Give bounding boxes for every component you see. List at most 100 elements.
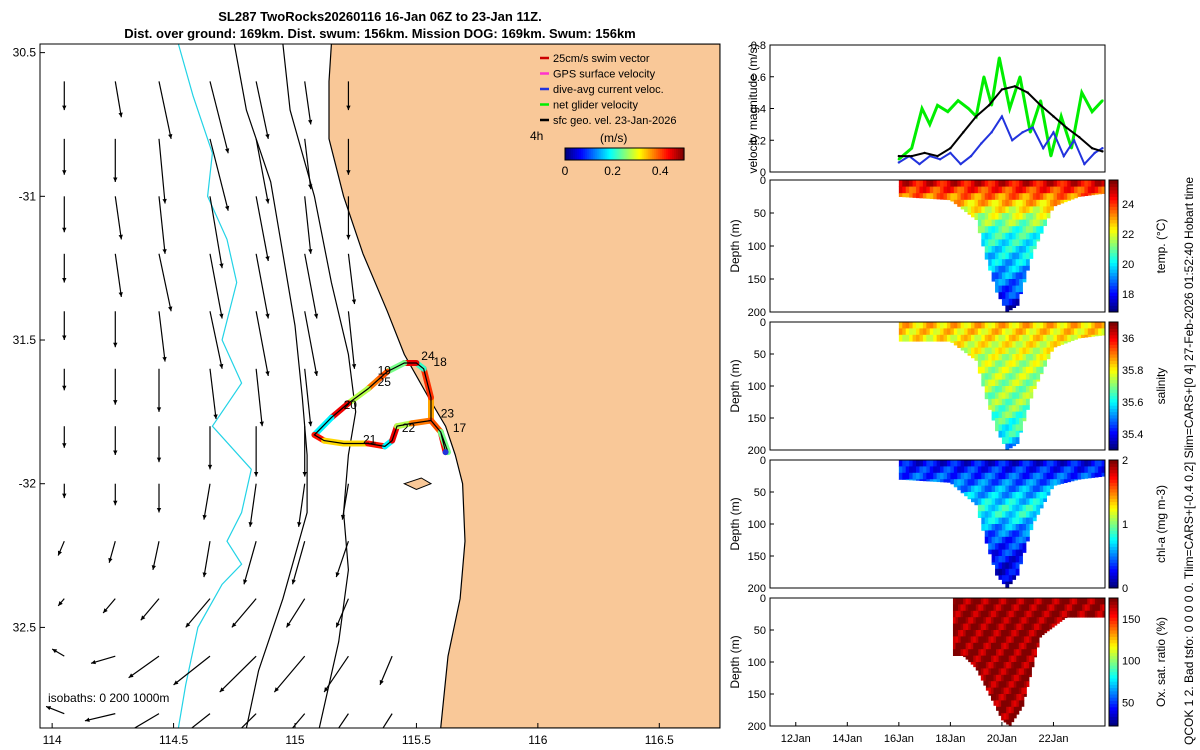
section-cell: [1019, 193, 1023, 201]
section-cell: [998, 328, 1003, 336]
geo-velocity-vector: [108, 541, 116, 563]
section-cell: [1021, 674, 1025, 682]
vector-head: [265, 198, 270, 204]
vector-shaft: [304, 311, 318, 377]
velocity-point: [1039, 104, 1042, 107]
section-cell: [1005, 411, 1010, 419]
section-cell: [963, 604, 967, 612]
section-cell: [988, 604, 992, 612]
vector-shaft: [291, 541, 306, 585]
section-cell: [1008, 341, 1013, 348]
section-cell: [991, 334, 996, 342]
section-cell: [960, 466, 965, 474]
section-cell: [1051, 623, 1055, 628]
section-cell: [998, 219, 1003, 227]
section-colorbar-step: [1109, 213, 1118, 217]
section-cell: [916, 460, 920, 467]
section-cell: [1021, 655, 1025, 663]
vector-shaft: [341, 483, 350, 520]
section-cell: [1019, 530, 1023, 538]
section-cell: [965, 655, 969, 660]
colorbar-step: [594, 148, 598, 160]
section-cell: [985, 662, 989, 669]
section-cell: [1056, 341, 1061, 347]
section-cell: [995, 418, 999, 425]
section-cell: [998, 630, 1002, 637]
section-cell: [1001, 379, 1006, 387]
section-cell: [1023, 642, 1027, 650]
section-cell: [1015, 498, 1020, 506]
section-cell: [1005, 466, 1010, 474]
velocity-point: [928, 154, 931, 158]
section-cell: [1005, 530, 1010, 538]
section-cell: [1084, 180, 1089, 187]
section-cell: [977, 511, 982, 518]
section-cell: [1006, 668, 1010, 676]
section-colorbar-step: [1109, 719, 1118, 724]
section-cell: [981, 347, 986, 355]
legend-label: 25cm/s swim vector: [553, 53, 650, 65]
section-cell: [1087, 193, 1092, 196]
geo-velocity-vector: [156, 426, 162, 463]
section-cell: [1029, 246, 1034, 253]
vector-head: [335, 572, 340, 578]
section-cell: [1022, 549, 1027, 553]
section-cell: [988, 354, 993, 361]
section-cell: [971, 199, 975, 207]
section-cell: [1098, 460, 1102, 467]
section-cell: [957, 199, 962, 207]
section-cell: [1056, 199, 1061, 205]
section-colorbar-step: [1109, 341, 1118, 345]
section-colorbar-step: [1109, 495, 1118, 499]
section-cell: [1008, 398, 1013, 406]
section-cell: [922, 180, 927, 187]
section-cell: [1060, 193, 1065, 201]
section-cell: [926, 180, 931, 187]
section-cell: [988, 246, 993, 253]
section-colorbar-step: [1109, 524, 1118, 528]
section-cell: [958, 604, 961, 612]
section-cell: [983, 662, 987, 669]
section-cell: [991, 373, 996, 380]
section-cell: [1046, 460, 1051, 467]
section-colorbar-step: [1109, 386, 1118, 390]
section-cell: [995, 379, 999, 387]
section-cell: [1056, 466, 1061, 474]
section-cell: [1025, 322, 1030, 329]
section-cell: [973, 649, 977, 656]
section-cell: [965, 623, 969, 631]
section-cell: [943, 322, 948, 329]
section-cell: [983, 617, 987, 624]
section-colorbar-step: [1109, 292, 1118, 296]
section-cell: [991, 405, 996, 412]
section-cell: [1029, 219, 1034, 227]
section-cell: [1015, 472, 1020, 480]
section-cell: [898, 479, 903, 480]
section-cell: [1005, 328, 1010, 336]
section-cell: [985, 674, 989, 682]
section-cell: [995, 265, 999, 273]
section-cell: [1046, 630, 1050, 632]
section-cell: [1029, 392, 1034, 399]
section-cell: [912, 180, 917, 187]
section-cell: [998, 366, 1003, 374]
section-cell: [898, 472, 903, 480]
section-cell: [1021, 687, 1025, 695]
section-cell: [998, 322, 1003, 329]
section-cell: [912, 479, 917, 481]
section-cell: [1044, 623, 1048, 631]
vector-head: [113, 342, 118, 348]
section-cell: [967, 485, 972, 493]
section-colorbar-step: [1109, 357, 1118, 361]
section-cell: [1036, 341, 1041, 348]
map-xtick-label: 114: [43, 733, 62, 747]
geo-velocity-vector: [62, 196, 67, 233]
section-cell: [1028, 668, 1032, 676]
vector-head: [113, 500, 118, 506]
geo-velocity-vector: [62, 311, 67, 341]
section-cell: [1018, 598, 1022, 605]
section-cell: [991, 479, 996, 486]
geo-velocity-vector: [304, 311, 319, 377]
section-cell: [998, 610, 1002, 618]
section-cell: [1008, 610, 1012, 618]
